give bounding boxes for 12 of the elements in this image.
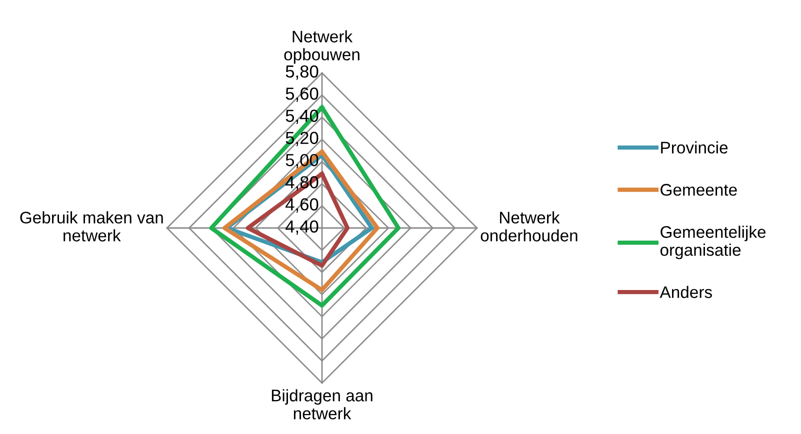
legend-label: Gemeente: [660, 184, 737, 196]
spoke-label: Netwerk onderhouden: [480, 211, 578, 242]
legend-label: Gemeentelijke organisatie: [660, 226, 766, 260]
y-tick-label: 4,40: [286, 220, 318, 235]
legend-label: Anders: [660, 286, 712, 298]
legend-label: Provincie: [661, 141, 728, 154]
y-tick-label: 5,60: [286, 88, 318, 102]
y-tick-label: 5,80: [286, 65, 318, 80]
y-tick-label: 4,60: [286, 198, 318, 213]
spoke-label: Netwerk opbouwen: [284, 30, 360, 64]
spoke-label: Gebruik maken van netwerk: [20, 211, 163, 242]
spoke-label: Bijdragen aan netwerk: [272, 389, 372, 420]
